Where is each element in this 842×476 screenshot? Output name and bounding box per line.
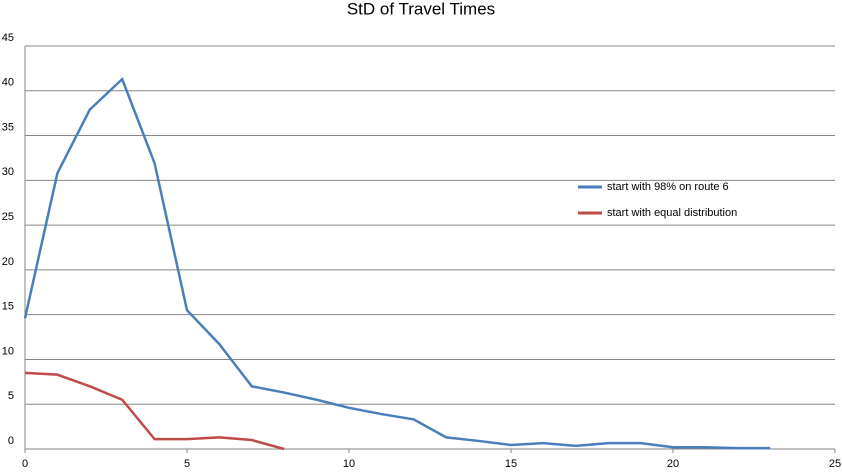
y-tick-label: 5 xyxy=(8,390,14,402)
line-series xyxy=(24,371,285,451)
y-tick-label: 0 xyxy=(8,435,14,447)
x-tick-label: 10 xyxy=(343,458,355,470)
x-tick-label: 15 xyxy=(505,458,517,470)
y-tick-label: 10 xyxy=(2,345,14,357)
y-tick-label: 15 xyxy=(2,301,14,313)
legend-label: start with equal distribution xyxy=(607,207,737,219)
x-tick-label: 5 xyxy=(184,458,190,470)
y-tick-label: 40 xyxy=(2,77,14,89)
y-tick-label: 25 xyxy=(2,211,14,223)
x-tick-label: 20 xyxy=(667,458,679,470)
x-tick-label: 25 xyxy=(829,458,841,470)
y-tick-label: 45 xyxy=(2,32,14,44)
x-tick-label: 0 xyxy=(22,458,28,470)
chart-title: StD of Travel Times xyxy=(347,0,495,18)
y-tick-label: 20 xyxy=(2,256,14,268)
line-series xyxy=(23,76,771,450)
y-tick-label: 35 xyxy=(2,121,14,133)
y-tick-label: 30 xyxy=(2,166,14,178)
legend-label: start with 98% on route 6 xyxy=(607,181,729,193)
